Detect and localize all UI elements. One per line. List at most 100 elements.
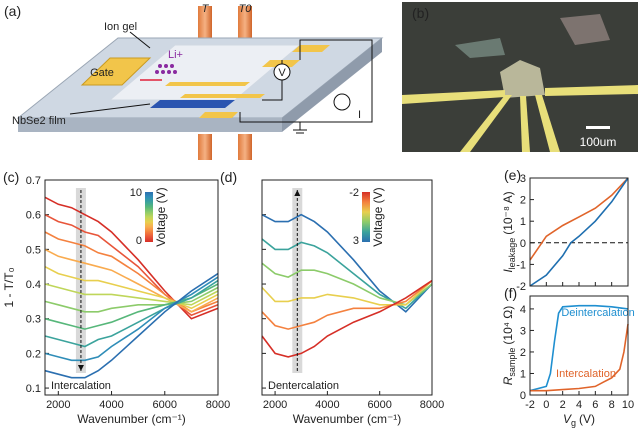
y-tick-label: 3 xyxy=(520,325,526,337)
series-line xyxy=(44,231,219,313)
series-label: Deintercalation xyxy=(561,307,634,319)
panel-label: (f) xyxy=(504,285,517,301)
x-tick-label: 6000 xyxy=(367,399,391,411)
y-tick-label: 0.6 xyxy=(26,210,41,222)
colorbar-label: Voltage (V) xyxy=(154,187,168,246)
colorbar-min: 0 xyxy=(136,235,142,247)
series-line xyxy=(44,279,219,348)
electrode xyxy=(165,82,250,86)
label: V xyxy=(278,67,286,79)
y-tick-label: 0.1 xyxy=(26,383,41,395)
plot-frame xyxy=(261,179,433,396)
x-tick-label: 6 xyxy=(592,399,598,411)
label: NbSe2 film xyxy=(12,115,66,127)
beam xyxy=(198,134,212,160)
y-tick-label: 4 xyxy=(520,304,526,316)
y-tick-label: 0.2 xyxy=(26,348,41,360)
colorbar xyxy=(145,192,153,242)
arrow-head xyxy=(294,190,301,196)
label-sub: sample xyxy=(507,348,517,377)
x-tick-label: 4000 xyxy=(99,399,123,411)
series-line xyxy=(261,262,433,306)
x-tick-label: 6000 xyxy=(153,399,177,411)
y-tick-label: 0.5 xyxy=(26,244,41,256)
ammeter xyxy=(333,93,351,111)
y-tick-label: 0.4 xyxy=(26,279,41,291)
label: T xyxy=(202,3,210,15)
x-tick-label: 4000 xyxy=(315,399,339,411)
y-tick-label: 1 xyxy=(520,216,526,228)
x-axis-label: Wavenumber (cm⁻¹) xyxy=(77,412,186,426)
x-tick-label: 2 xyxy=(560,399,566,411)
x-tick-label: 10 xyxy=(622,399,634,411)
electrode xyxy=(292,45,330,52)
label-unit: (V) xyxy=(579,412,595,426)
series-label: Intercalation xyxy=(556,368,616,380)
label: T0 xyxy=(239,3,253,15)
series-line xyxy=(44,265,219,310)
beam xyxy=(238,134,252,160)
substrate-front xyxy=(18,118,282,132)
leader xyxy=(129,31,151,49)
series-line xyxy=(529,177,629,287)
annotation: Intercalation xyxy=(51,380,111,392)
x-tick-label: 8000 xyxy=(206,399,230,411)
plot-frame xyxy=(529,177,629,287)
flake xyxy=(560,14,610,45)
voltmeter xyxy=(273,63,291,81)
label: Li+ xyxy=(168,49,183,61)
scale-label: 100um xyxy=(580,135,617,149)
y-tick-label: 1 xyxy=(520,368,526,380)
wire xyxy=(239,39,373,123)
gate-pad xyxy=(80,57,152,86)
series-line xyxy=(44,248,219,313)
label-main: R xyxy=(501,376,515,385)
panel-label: (d) xyxy=(220,169,237,185)
flake xyxy=(500,60,545,98)
panel-label: (a) xyxy=(4,3,21,19)
leader xyxy=(69,103,151,115)
colorbar-max: 10 xyxy=(130,187,142,199)
label-sub: leakage xyxy=(507,238,517,270)
panel-label: (c) xyxy=(3,169,19,185)
colorbar-label: Voltage (V) xyxy=(371,187,385,246)
electrodes xyxy=(402,85,638,152)
electrode xyxy=(199,112,238,118)
label: Gate xyxy=(90,67,114,79)
micrograph: 100um (b) xyxy=(402,2,638,152)
x-tick-label: -2 xyxy=(525,399,535,411)
x-tick-label: 4 xyxy=(576,399,582,411)
substrate-side xyxy=(282,38,382,132)
schematic: (a) Ion gel Li+ Gate T T0 V I NbSe2 film xyxy=(4,3,384,160)
colorbar-max: -2 xyxy=(349,187,359,199)
film xyxy=(150,100,235,108)
colorbar-min: 3 xyxy=(353,235,359,247)
series-line xyxy=(529,177,629,261)
plot-frame xyxy=(529,295,629,396)
x-tick-label: 8 xyxy=(609,399,615,411)
label: Ion gel xyxy=(104,21,137,33)
y-tick-label: 2 xyxy=(520,347,526,359)
x-axis-label: Vg (V) xyxy=(563,412,595,428)
y-tick-label: 3 xyxy=(520,173,526,185)
x-tick-label: 0 xyxy=(543,399,549,411)
label: I xyxy=(358,109,361,121)
panel-label: (e) xyxy=(504,167,521,183)
y-axis-label: 1 - T/T₀ xyxy=(2,267,16,307)
electrode xyxy=(180,94,265,98)
panel-label: (b) xyxy=(412,5,429,21)
y-tick-label: 0.3 xyxy=(26,314,41,326)
label-main: V xyxy=(563,412,572,426)
x-axis-label: Wavenumber (cm⁻¹) xyxy=(293,412,402,426)
y-tick-label: -2 xyxy=(516,281,526,293)
annotation: Dentercalation xyxy=(268,380,339,392)
plot-frame xyxy=(44,179,219,396)
y-tick-label: 2 xyxy=(520,195,526,207)
scale-bar xyxy=(586,126,610,129)
series-line xyxy=(529,304,629,392)
y-tick-label: 0.7 xyxy=(26,175,41,187)
series-line xyxy=(530,323,629,392)
x-tick-label: 8000 xyxy=(420,399,444,411)
label-main: I xyxy=(501,269,515,273)
